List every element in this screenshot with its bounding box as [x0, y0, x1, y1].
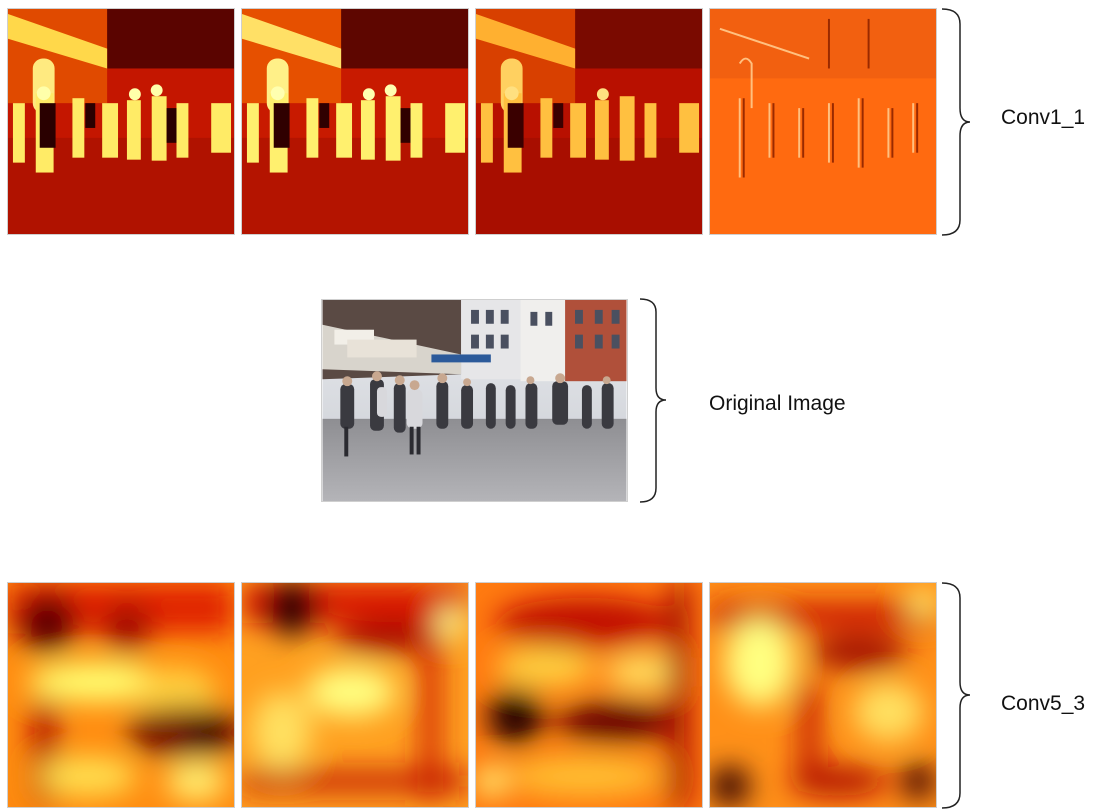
conv1-label: Conv1_1: [1001, 106, 1086, 129]
conv5-feature-map-3: [475, 582, 703, 808]
original-image: [321, 299, 628, 502]
conv1-feature-map-3: [475, 8, 703, 235]
conv5-feature-map-4: [709, 582, 937, 808]
original-image-label: Original Image: [709, 392, 846, 415]
conv5-feature-map-1: [7, 582, 235, 808]
conv1-feature-map-1: [7, 8, 235, 235]
conv1-feature-map-4: [709, 8, 937, 235]
conv5-label: Conv5_3: [1001, 692, 1086, 715]
conv5-brace: [941, 582, 970, 809]
conv1-brace: [941, 8, 970, 236]
original-brace: [639, 298, 667, 503]
conv1-feature-map-2: [241, 8, 469, 235]
conv5-feature-map-2: [241, 582, 469, 808]
